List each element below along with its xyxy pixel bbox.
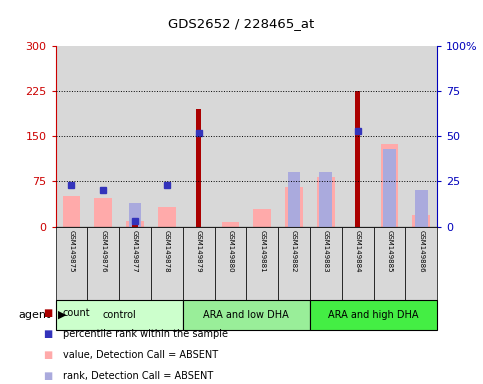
Text: GSM149877: GSM149877 [132,230,138,273]
Text: rank, Detection Call = ABSENT: rank, Detection Call = ABSENT [63,371,213,381]
Text: GSM149882: GSM149882 [291,230,297,273]
Bar [310,300,437,330]
Text: agent: agent [18,310,51,320]
Bar [222,222,239,227]
Bar [196,109,201,227]
Text: GSM149881: GSM149881 [259,230,265,273]
Text: GSM149884: GSM149884 [355,230,361,273]
Text: value, Detection Call = ABSENT: value, Detection Call = ABSENT [63,350,218,360]
Bar [415,190,427,227]
Bar [119,46,151,227]
Bar [373,46,405,227]
Text: GSM149880: GSM149880 [227,230,233,273]
Bar [317,177,335,227]
Bar [405,227,437,300]
Bar [254,209,271,227]
Text: ■: ■ [43,371,53,381]
Text: ■: ■ [43,308,53,318]
Bar [246,46,278,227]
Text: ▶: ▶ [58,310,67,320]
Bar [342,46,373,227]
Bar [412,215,430,227]
Text: control: control [102,310,136,320]
Text: ■: ■ [43,350,53,360]
Text: GSM149886: GSM149886 [418,230,424,273]
Bar [310,46,342,227]
Bar [405,46,437,227]
Bar [126,220,144,227]
Bar [151,46,183,227]
Bar [87,46,119,227]
Bar [342,227,373,300]
Text: GDS2652 / 228465_at: GDS2652 / 228465_at [169,17,314,30]
Bar [119,227,151,300]
Bar [246,227,278,300]
Bar [381,144,398,227]
Bar [214,46,246,227]
Bar [383,149,396,227]
Text: ARA and high DHA: ARA and high DHA [328,310,419,320]
Bar [285,187,303,227]
Text: GSM149875: GSM149875 [69,230,74,273]
Text: ARA and low DHA: ARA and low DHA [203,310,289,320]
Bar [95,198,112,227]
Text: GSM149885: GSM149885 [386,230,392,273]
Bar [87,227,119,300]
Text: GSM149879: GSM149879 [196,230,201,273]
Bar [183,227,214,300]
Bar [214,227,246,300]
Text: ■: ■ [43,329,53,339]
Text: GSM149878: GSM149878 [164,230,170,273]
Text: percentile rank within the sample: percentile rank within the sample [63,329,228,339]
Bar [132,223,138,227]
Bar [355,91,360,227]
Bar [373,227,405,300]
Bar [128,203,142,227]
Bar [183,300,310,330]
Bar [56,227,87,300]
Bar [151,227,183,300]
Text: GSM149883: GSM149883 [323,230,329,273]
Text: count: count [63,308,90,318]
Bar [278,46,310,227]
Text: GSM149876: GSM149876 [100,230,106,273]
Bar [56,300,183,330]
Bar [56,46,87,227]
Bar [63,197,80,227]
Bar [183,46,214,227]
Bar [310,227,342,300]
Bar [288,172,300,227]
Bar [319,172,332,227]
Bar [158,207,176,227]
Bar [278,227,310,300]
